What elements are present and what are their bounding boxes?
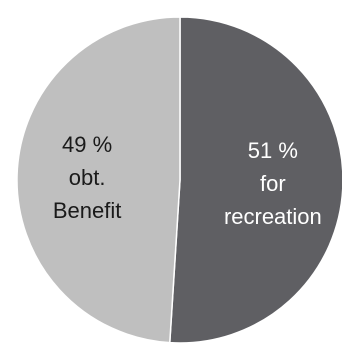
slice-label-0-line-1: for [260, 170, 286, 195]
slice-label-1-line-1: obt. [69, 165, 106, 190]
slice-label-0: 51 % for recreation [224, 137, 322, 228]
pie-slice-1 [16, 16, 181, 344]
slice-label-1-line-0: 49 % [62, 132, 112, 157]
slice-label-0-line-2: recreation [224, 203, 322, 228]
pie-slice-0 [169, 16, 342, 344]
slice-label-1: 49 % obt. Benefit [53, 132, 122, 223]
slice-label-1-line-2: Benefit [53, 198, 122, 223]
slice-label-0-line-0: 51 % [248, 137, 298, 162]
